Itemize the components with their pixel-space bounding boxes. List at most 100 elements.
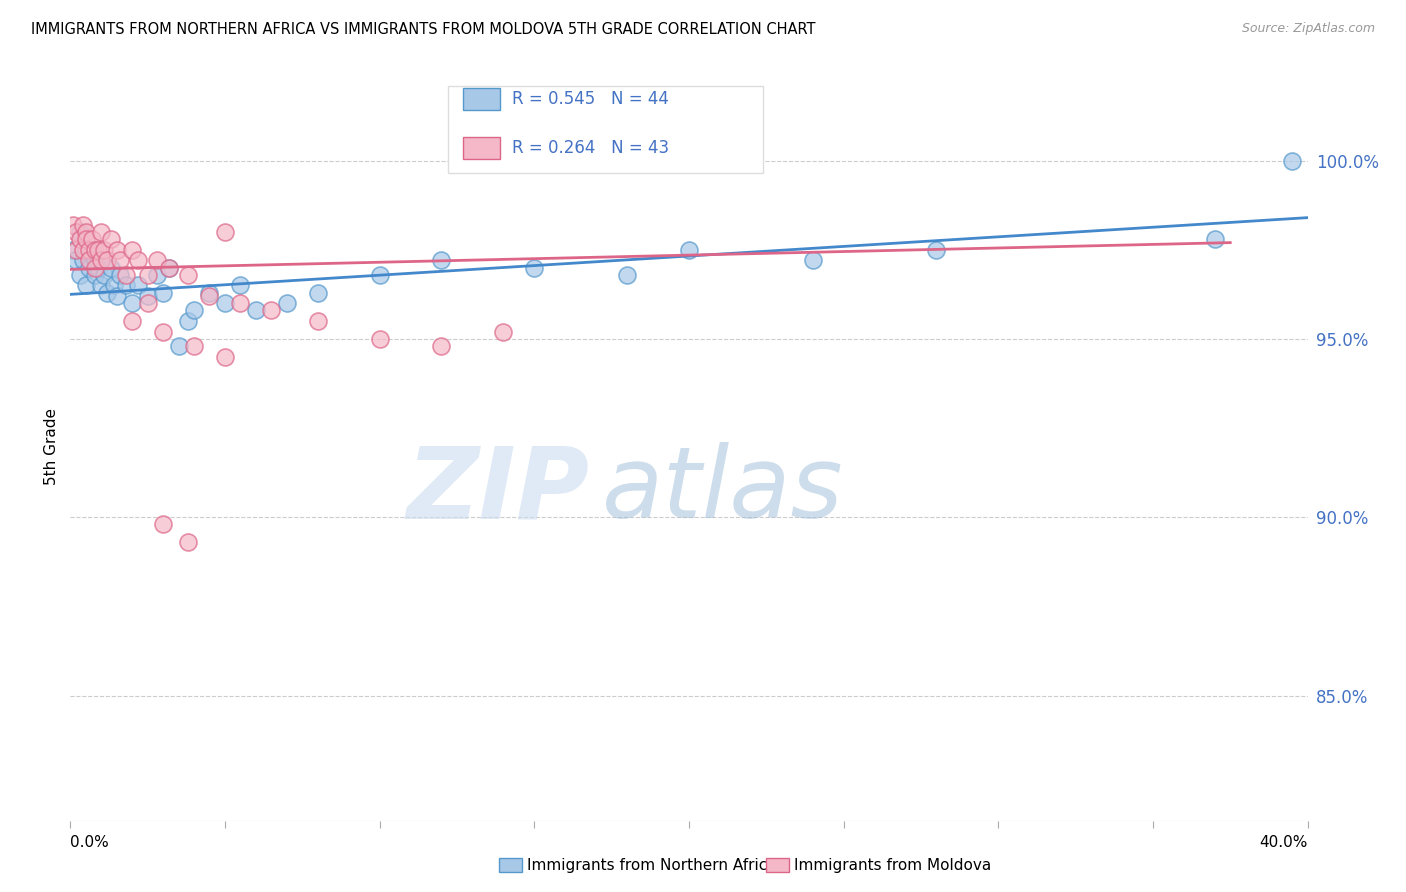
Text: ZIP: ZIP (406, 442, 591, 540)
Point (108, 253, 131, 268)
Point (157, 260, 180, 275)
Point (62, 218, 84, 232)
Point (75, 243, 97, 257)
Point (146, 268, 169, 282)
Point (65, 243, 87, 257)
Point (80, 243, 103, 257)
FancyBboxPatch shape (463, 136, 499, 159)
Point (90, 253, 112, 268)
Text: atlas: atlas (602, 442, 844, 540)
Point (84, 253, 107, 268)
Point (925, 243, 948, 257)
Point (198, 289, 221, 303)
Point (198, 285, 221, 300)
Text: 0.0%: 0.0% (70, 835, 110, 850)
Point (177, 268, 200, 282)
Point (214, 296, 236, 310)
Point (84, 243, 107, 257)
Point (115, 278, 138, 293)
Point (115, 268, 138, 282)
Point (80, 232, 103, 246)
Point (152, 325, 174, 339)
Point (616, 268, 638, 282)
Point (90, 225, 112, 239)
Point (77, 260, 100, 275)
Point (368, 268, 391, 282)
Point (430, 253, 453, 268)
Point (152, 285, 174, 300)
Point (121, 243, 143, 257)
Point (108, 268, 131, 282)
Point (127, 278, 149, 293)
Point (307, 285, 329, 300)
Point (72, 218, 94, 232)
Point (96, 253, 118, 268)
Point (307, 314, 329, 328)
Point (72, 253, 94, 268)
Point (93, 268, 115, 282)
Y-axis label: 5th Grade: 5th Grade (44, 408, 59, 484)
Point (105, 243, 128, 257)
Point (100, 260, 122, 275)
Point (75, 278, 97, 293)
Point (96, 285, 118, 300)
Point (90, 278, 112, 293)
Point (136, 296, 159, 310)
Point (93, 243, 115, 257)
Point (214, 225, 236, 239)
Point (77, 253, 100, 268)
Point (276, 296, 298, 310)
Point (177, 314, 200, 328)
Point (121, 296, 143, 310)
Point (183, 303, 205, 318)
Text: IMMIGRANTS FROM NORTHERN AFRICA VS IMMIGRANTS FROM MOLDOVA 5TH GRADE CORRELATION: IMMIGRANTS FROM NORTHERN AFRICA VS IMMIG… (31, 22, 815, 37)
Point (214, 350, 236, 364)
Point (492, 325, 515, 339)
Point (801, 253, 824, 268)
Point (678, 243, 700, 257)
Text: R = 0.545   N = 44: R = 0.545 N = 44 (512, 90, 669, 108)
Text: Source: ZipAtlas.com: Source: ZipAtlas.com (1241, 22, 1375, 36)
Point (100, 232, 122, 246)
Point (127, 253, 149, 268)
Point (84, 268, 107, 282)
Point (69, 232, 91, 246)
Point (229, 278, 252, 293)
Point (146, 253, 169, 268)
Point (84, 260, 107, 275)
Text: 40.0%: 40.0% (1260, 835, 1308, 850)
Point (177, 535, 200, 549)
Point (368, 332, 391, 346)
Point (75, 232, 97, 246)
Point (65, 253, 87, 268)
FancyBboxPatch shape (447, 87, 763, 172)
Point (229, 296, 252, 310)
Point (77, 243, 100, 257)
Point (183, 339, 205, 353)
Point (103, 278, 125, 293)
Point (167, 339, 190, 353)
Point (72, 243, 94, 257)
Point (87, 243, 110, 257)
Point (1281, 153, 1303, 168)
Point (105, 289, 128, 303)
Text: Immigrants from Moldova: Immigrants from Moldova (794, 858, 991, 872)
Point (62, 243, 84, 257)
Point (87, 260, 110, 275)
Point (523, 260, 546, 275)
Point (136, 289, 159, 303)
Point (260, 303, 283, 318)
Point (75, 225, 97, 239)
Point (430, 339, 453, 353)
Point (245, 303, 267, 318)
Point (157, 260, 180, 275)
Point (69, 268, 91, 282)
Point (152, 517, 174, 532)
Point (1204, 232, 1226, 246)
Point (121, 314, 143, 328)
Text: R = 0.264   N = 43: R = 0.264 N = 43 (512, 139, 669, 157)
Text: Immigrants from Northern Africa: Immigrants from Northern Africa (527, 858, 778, 872)
Point (136, 268, 159, 282)
Point (65, 225, 87, 239)
FancyBboxPatch shape (463, 87, 499, 111)
